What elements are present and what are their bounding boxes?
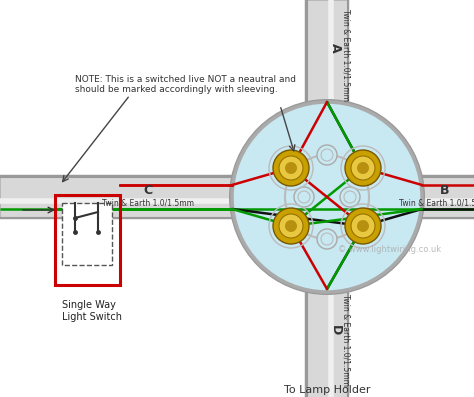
Circle shape [232,102,422,292]
Circle shape [279,214,303,238]
Text: To Lamp Holder: To Lamp Holder [284,385,370,395]
Text: Twin & Earth 1.0/1.5mm: Twin & Earth 1.0/1.5mm [341,9,350,101]
Circle shape [229,99,425,295]
Circle shape [321,149,333,161]
Text: NOTE: This is a switched live NOT a neautral and
should be marked accordingly wi: NOTE: This is a switched live NOT a neau… [75,75,296,94]
Bar [55,195,120,285]
Text: Twin & Earth 1.0/1.5mm: Twin & Earth 1.0/1.5mm [399,198,474,208]
Text: B: B [440,185,450,197]
Circle shape [357,220,369,232]
Circle shape [351,214,375,238]
Text: Twin & Earth 1.0/1.5mm: Twin & Earth 1.0/1.5mm [341,294,350,386]
Circle shape [285,162,297,174]
Circle shape [294,187,314,207]
Bar [62,203,112,265]
Circle shape [273,150,309,186]
Circle shape [273,208,309,244]
Circle shape [345,208,381,244]
Text: Twin & Earth 1.0/1.5mm: Twin & Earth 1.0/1.5mm [102,198,194,208]
Text: A: A [328,43,341,53]
Circle shape [351,156,375,180]
Circle shape [285,155,369,239]
Text: Single Way
Light Switch: Single Way Light Switch [62,300,122,322]
Circle shape [340,187,360,207]
Circle shape [321,233,333,245]
Circle shape [285,220,297,232]
Circle shape [357,162,369,174]
Circle shape [317,145,337,165]
Circle shape [344,191,356,203]
Circle shape [317,229,337,249]
Circle shape [298,191,310,203]
Circle shape [279,156,303,180]
Circle shape [345,150,381,186]
Text: © www.lightwiring.co.uk: © www.lightwiring.co.uk [338,245,442,254]
Text: C: C [144,185,153,197]
Text: D: D [328,325,341,335]
